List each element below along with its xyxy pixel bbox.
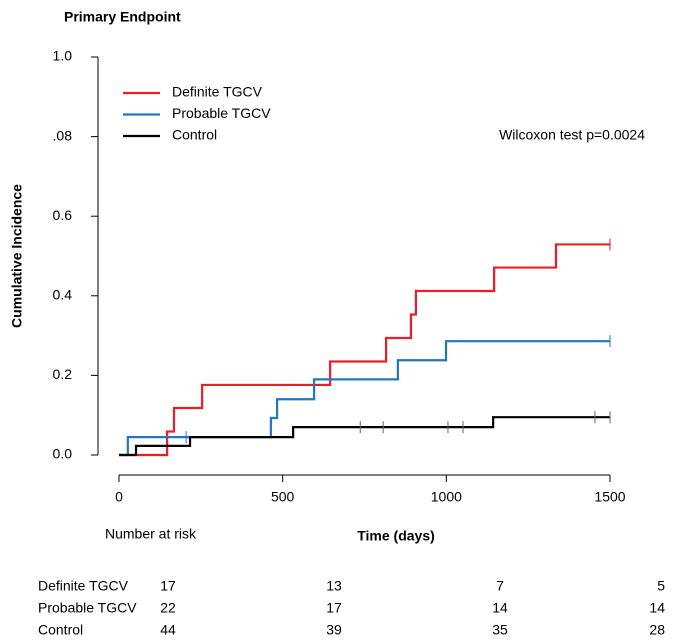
- risk-row-name: Control: [38, 622, 83, 638]
- x-axis-label: Time (days): [357, 528, 435, 544]
- risk-value: 14: [649, 600, 665, 616]
- risk-value: 17: [160, 578, 176, 594]
- risk-value: 14: [492, 600, 508, 616]
- legend-label: Control: [172, 127, 217, 143]
- risk-value: 13: [326, 578, 342, 594]
- y-tick-label: 0.4: [53, 287, 73, 303]
- risk-value: 22: [160, 600, 176, 616]
- y-tick-label: .08: [53, 127, 73, 143]
- risk-value: 44: [160, 622, 176, 638]
- y-axis-label: Cumulative Incidence: [9, 184, 25, 328]
- risk-row-name: Probable TGCV: [38, 600, 137, 616]
- y-tick-label: 0.0: [53, 446, 73, 462]
- risk-value: 17: [326, 600, 342, 616]
- risk-value: 39: [326, 622, 342, 638]
- risk-value: 7: [496, 578, 504, 594]
- risk-value: 35: [492, 622, 508, 638]
- risk-row-name: Definite TGCV: [38, 578, 129, 594]
- risk-value: 5: [657, 578, 665, 594]
- x-tick-label: 1000: [431, 489, 462, 505]
- x-tick-label: 1500: [594, 489, 625, 505]
- risk-table-title: Number at risk: [105, 526, 197, 542]
- legend-label: Definite TGCV: [172, 84, 263, 100]
- y-tick-label: 1.0: [53, 48, 73, 64]
- y-tick-label: 0.2: [53, 366, 73, 382]
- km-curve: [119, 340, 610, 457]
- x-tick-label: 500: [271, 489, 295, 505]
- chart-title: Primary Endpoint: [64, 9, 181, 25]
- km-curve: [119, 243, 610, 457]
- annotation: Wilcoxon test p=0.0024: [499, 127, 645, 143]
- x-tick-label: 0: [115, 489, 123, 505]
- y-tick-label: 0.6: [53, 207, 73, 223]
- legend-label: Probable TGCV: [172, 105, 271, 121]
- risk-value: 28: [649, 622, 665, 638]
- km-curve: [119, 416, 610, 457]
